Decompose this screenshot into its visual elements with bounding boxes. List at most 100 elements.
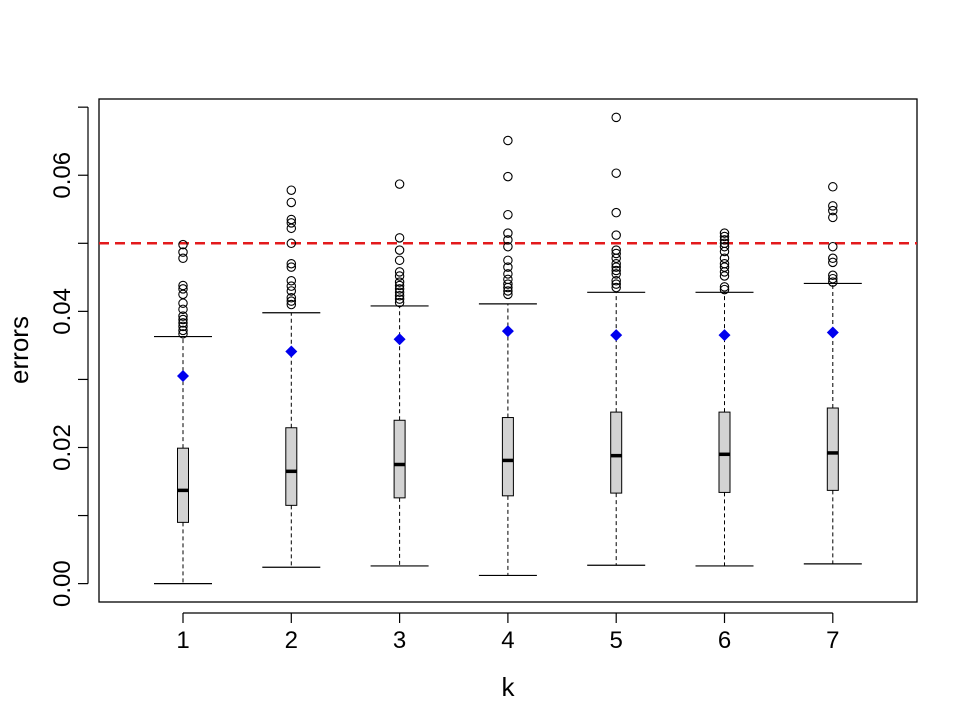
outlier-point xyxy=(503,262,513,272)
outlier-point xyxy=(178,284,188,294)
outlier-point xyxy=(178,239,188,250)
outlier-point xyxy=(286,281,297,291)
box-k-5 xyxy=(587,112,646,566)
iqr-box xyxy=(826,407,839,491)
outlier-point xyxy=(394,179,405,189)
outlier-point xyxy=(828,182,838,192)
outlier-point xyxy=(178,253,188,264)
outlier-point xyxy=(828,212,838,223)
outlier-point xyxy=(503,255,513,266)
box-series xyxy=(154,112,862,585)
outlier-point xyxy=(286,214,297,225)
outlier-point xyxy=(286,238,297,249)
outlier-point xyxy=(394,277,405,287)
x-tick-label: 5 xyxy=(610,627,623,654)
outlier-point xyxy=(611,279,621,289)
outlier-point xyxy=(286,262,297,272)
outlier-point xyxy=(611,248,621,259)
outlier-point xyxy=(178,298,188,308)
y-tick-label: 0.04 xyxy=(49,288,76,335)
outlier-point xyxy=(286,299,297,310)
iqr-box xyxy=(177,447,189,523)
outlier-point xyxy=(611,207,621,218)
outlier-point xyxy=(394,284,405,294)
outlier-point xyxy=(394,233,405,243)
outlier-point xyxy=(394,294,405,304)
outlier-point xyxy=(178,280,188,291)
y-tick-label: 0.06 xyxy=(49,152,76,199)
outlier-point xyxy=(394,280,405,291)
x-tick-label: 2 xyxy=(285,627,298,654)
outlier-point xyxy=(394,255,405,266)
outlier-point xyxy=(719,282,730,292)
outlier-point xyxy=(503,228,513,238)
outlier-point xyxy=(394,287,405,298)
outlier-point xyxy=(178,318,188,328)
outlier-point xyxy=(178,247,188,257)
mean-marker xyxy=(501,325,514,338)
box-k-7 xyxy=(803,182,862,565)
outlier-point xyxy=(611,258,621,269)
x-axis-label: k xyxy=(502,672,516,702)
outlier-point xyxy=(394,271,405,281)
outlier-point xyxy=(828,257,838,268)
mean-marker xyxy=(393,333,406,346)
outlier-point xyxy=(178,304,188,315)
y-tick-label: 0.02 xyxy=(49,424,76,471)
x-axis: 1 2 3 4 5 6 7 xyxy=(176,612,839,654)
outlier-point xyxy=(719,284,730,295)
box-k-4 xyxy=(478,135,537,577)
outlier-point xyxy=(178,329,188,339)
outlier-point xyxy=(828,201,838,211)
outlier-point xyxy=(828,270,838,281)
iqr-box xyxy=(393,419,406,499)
outlier-point xyxy=(503,279,513,289)
outlier-point xyxy=(503,171,513,182)
outlier-point xyxy=(286,275,297,286)
iqr-box xyxy=(501,417,514,497)
x-tick-label: 1 xyxy=(176,627,189,654)
outlier-point xyxy=(719,235,730,245)
mean-marker xyxy=(177,370,189,383)
outlier-point xyxy=(394,245,405,255)
x-tick-label: 6 xyxy=(718,627,731,654)
outlier-point xyxy=(503,135,513,146)
outlier-point xyxy=(503,241,513,252)
outlier-point xyxy=(611,112,621,123)
outlier-point xyxy=(503,235,513,245)
outlier-point xyxy=(611,230,621,240)
outlier-point xyxy=(394,267,405,277)
mean-marker xyxy=(718,329,731,342)
outlier-point xyxy=(611,253,621,264)
outlier-point xyxy=(503,209,513,220)
outlier-point xyxy=(611,269,621,279)
outlier-point xyxy=(394,297,405,308)
outlier-point xyxy=(719,238,730,249)
outlier-point xyxy=(503,269,513,279)
plot-frame xyxy=(98,98,918,603)
outlier-point xyxy=(719,228,730,238)
outlier-point xyxy=(611,245,621,255)
outlier-point xyxy=(719,241,730,252)
mean-marker xyxy=(610,329,623,342)
outlier-point xyxy=(611,265,621,276)
outlier-point xyxy=(503,289,513,300)
outlier-point xyxy=(611,282,621,293)
y-tick-label: 0.00 xyxy=(49,560,76,607)
outlier-point xyxy=(178,325,188,336)
mean-marker xyxy=(285,345,298,358)
outlier-point xyxy=(286,296,297,306)
x-tick-label: 4 xyxy=(501,627,514,654)
outlier-point xyxy=(828,273,838,284)
outlier-point xyxy=(828,253,838,264)
x-tick-label: 7 xyxy=(826,627,839,654)
outlier-point xyxy=(286,185,297,195)
outlier-point xyxy=(286,258,297,269)
outlier-point xyxy=(286,292,297,303)
outlier-point xyxy=(611,168,621,178)
outlier-point xyxy=(286,218,297,228)
outlier-point xyxy=(178,311,188,321)
outlier-point xyxy=(394,290,405,301)
outlier-point xyxy=(286,286,297,296)
